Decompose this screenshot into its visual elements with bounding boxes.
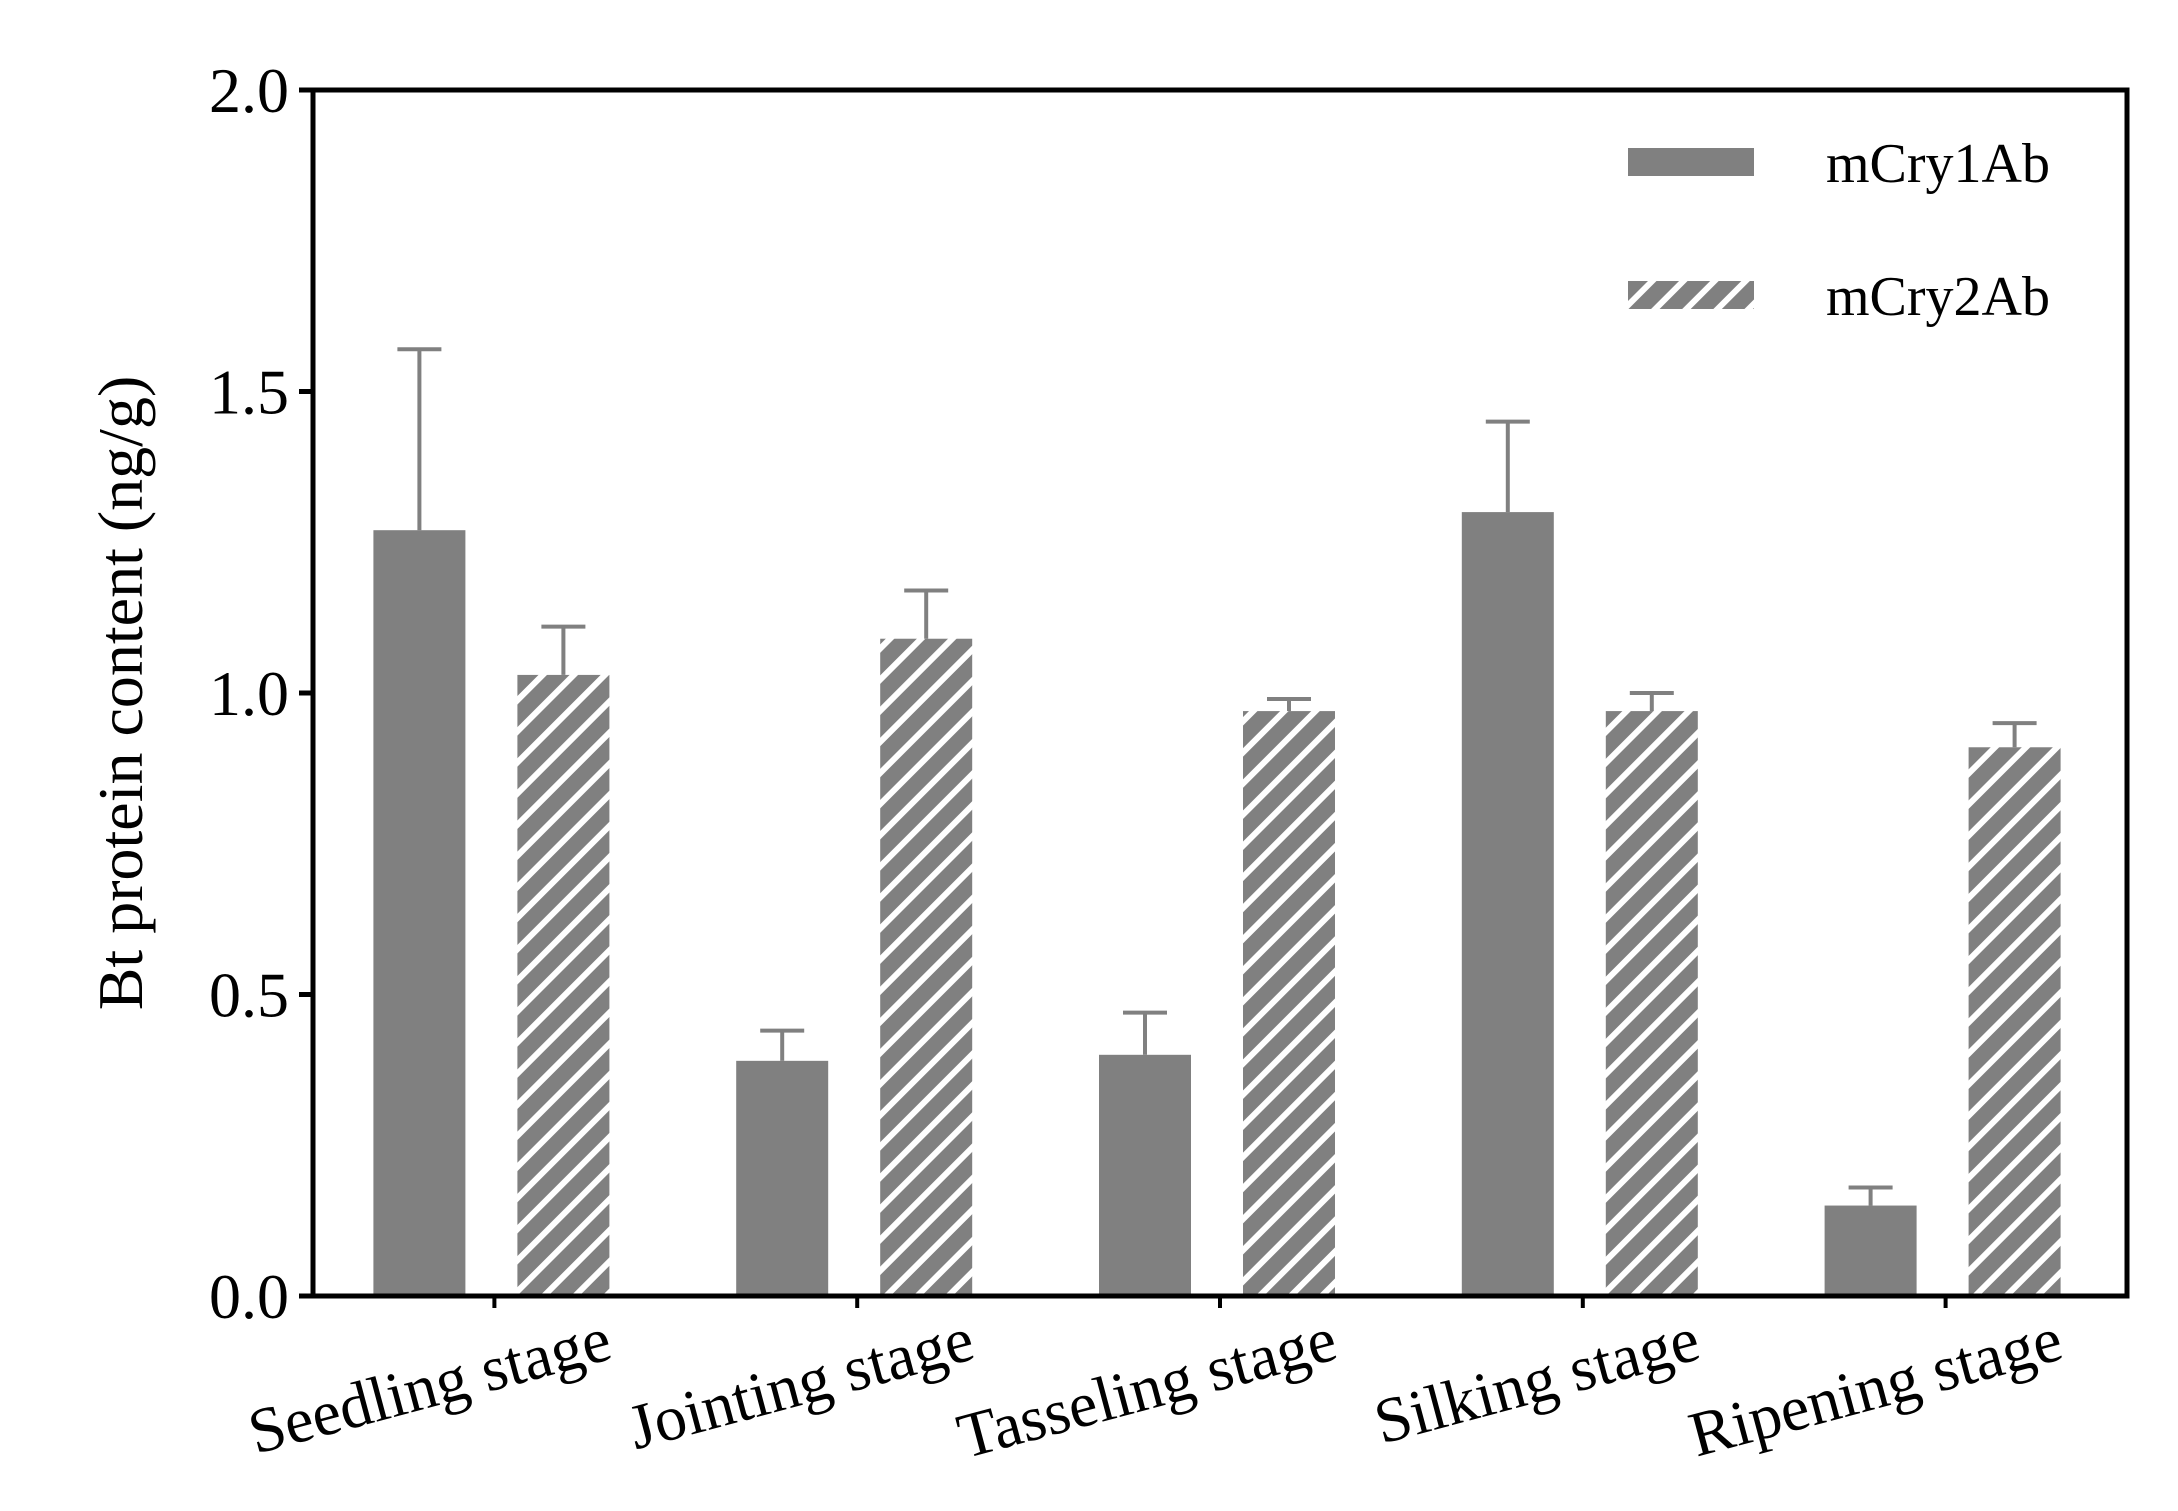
legend-label-mCry2Ab: mCry2Ab <box>1826 266 2050 328</box>
y-tick-label-1: 0.5 <box>209 960 289 1031</box>
x-tick-label-3: Silking stage <box>1367 1303 1706 1458</box>
bar-mCry2Ab-3 <box>1605 711 1698 1296</box>
y-tick-label-0: 0.0 <box>209 1261 289 1332</box>
bar-mCry1Ab-2 <box>1099 1054 1191 1296</box>
bar-mCry2Ab-4 <box>1968 747 2061 1296</box>
bar-mCry1Ab-3 <box>1461 512 1554 1296</box>
bar-mCry1Ab-0 <box>373 530 466 1296</box>
bar-mCry1Ab-4 <box>1824 1205 1917 1296</box>
y-tick-label-2: 1.0 <box>209 658 289 729</box>
x-tick-label-4: Ripening stage <box>1682 1303 2070 1470</box>
y-tick-label-4: 2.0 <box>209 55 289 126</box>
bar-mCry1Ab-1 <box>736 1060 829 1296</box>
x-tick-label-1: Jointing stage <box>621 1303 981 1463</box>
bar-mCry2Ab-0 <box>517 674 610 1296</box>
x-tick-label-0: Seedling stage <box>241 1303 618 1468</box>
x-tick-label-2: Tasseling stage <box>950 1303 1343 1472</box>
y-axis-label: Bt protein content (ng/g) <box>85 376 156 1011</box>
legend-label-mCry1Ab: mCry1Ab <box>1826 133 2050 195</box>
legend: mCry1Ab mCry2Ab <box>1628 133 2050 328</box>
bar-mCry2Ab-1 <box>880 638 973 1296</box>
bar-mCry2Ab-2 <box>1243 711 1335 1296</box>
y-tick-label-3: 1.5 <box>209 357 289 428</box>
legend-swatch-mCry1Ab <box>1628 148 1754 176</box>
bars-layer <box>373 347 2061 1296</box>
legend-swatch-mCry2Ab <box>1628 281 1754 309</box>
